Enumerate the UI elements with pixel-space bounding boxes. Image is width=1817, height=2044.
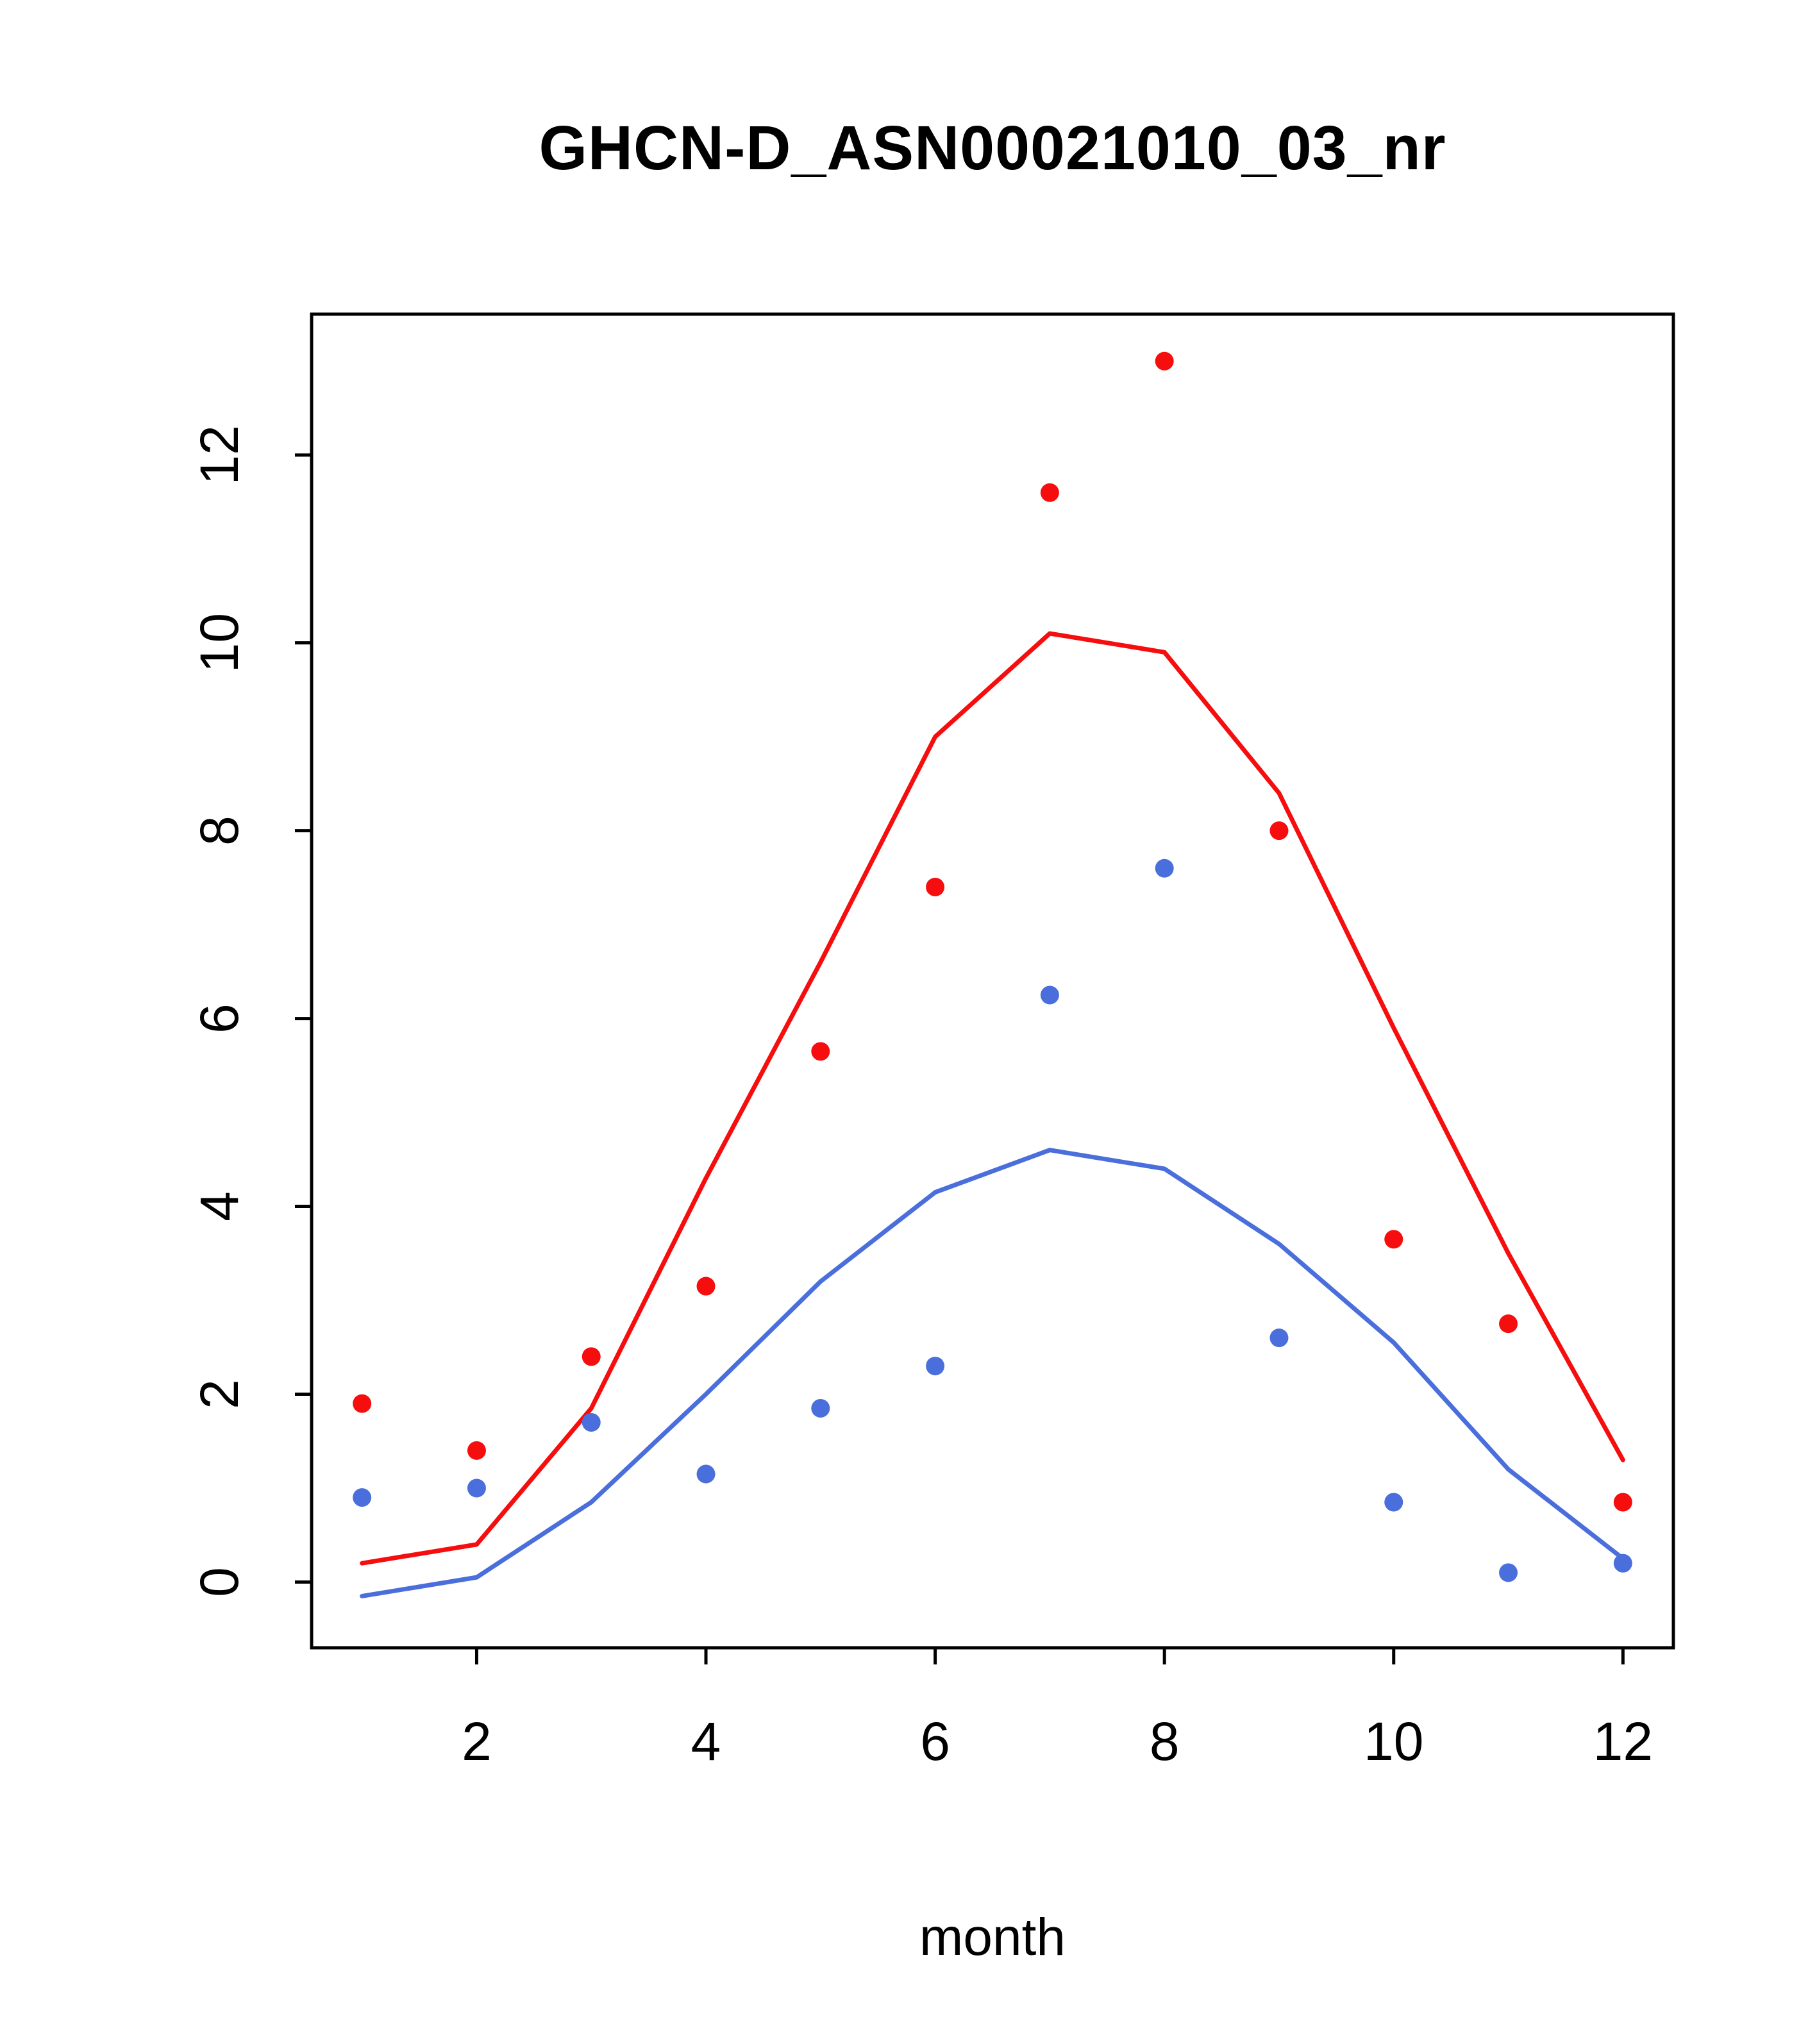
red-points-marker (1269, 821, 1289, 841)
blue-points-marker (467, 1479, 486, 1498)
red-points-marker (353, 1394, 372, 1413)
x-tick-label: 10 (1364, 1711, 1423, 1772)
red-points-marker (467, 1441, 486, 1460)
red-points-marker (1613, 1493, 1632, 1512)
red-points-marker (811, 1042, 830, 1061)
x-axis-label: month (919, 1908, 1066, 1966)
blue-points-marker (582, 1412, 601, 1432)
x-tick-label: 2 (462, 1711, 492, 1772)
blue-points-marker (1613, 1554, 1632, 1573)
y-tick-label: 6 (189, 1003, 249, 1034)
red-points-marker (1384, 1230, 1403, 1249)
x-tick-label: 12 (1593, 1711, 1653, 1772)
blue-points-marker (811, 1398, 830, 1418)
red-points-marker (696, 1277, 716, 1296)
x-tick-label: 4 (691, 1711, 721, 1772)
red-points-marker (1155, 351, 1174, 371)
blue-points-marker (1384, 1493, 1403, 1512)
blue-points-marker (353, 1488, 372, 1507)
blue-points-marker (696, 1464, 716, 1484)
red-points-marker (1040, 483, 1059, 502)
blue-points-marker (926, 1357, 945, 1376)
blue-line (360, 1148, 1625, 1598)
y-tick-label: 10 (189, 613, 249, 673)
blue-points-marker (1155, 859, 1174, 878)
plot-box (310, 312, 1675, 1650)
x-tick-label: 6 (920, 1711, 950, 1772)
blue-points-marker (1269, 1328, 1289, 1348)
chart-title: GHCN-D_ASN00021010_03_nr (539, 113, 1446, 183)
blue-points-marker (1040, 985, 1059, 1005)
y-tick-label: 8 (189, 816, 249, 846)
y-tick-label: 4 (189, 1191, 249, 1221)
blue-points-marker (1499, 1563, 1518, 1582)
red-points-marker (582, 1347, 601, 1366)
red-points-marker (1499, 1314, 1518, 1334)
y-tick-label: 0 (189, 1567, 249, 1597)
y-tick-label: 2 (189, 1379, 249, 1409)
y-tick-label: 12 (189, 425, 249, 485)
red-line (360, 631, 1625, 1566)
red-points-marker (926, 878, 945, 897)
x-tick-label: 8 (1150, 1711, 1180, 1772)
